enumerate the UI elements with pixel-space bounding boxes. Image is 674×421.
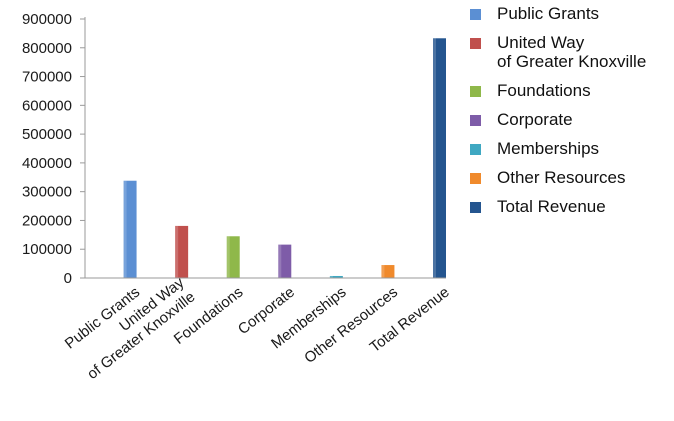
bar (278, 244, 292, 278)
bar-highlight (381, 265, 385, 278)
y-tick-label: 800000 (22, 40, 72, 57)
legend-label: Foundations (497, 81, 591, 100)
legend-item-foundations: Foundations (470, 81, 674, 100)
legend-item-corporate: Corporate (470, 110, 674, 129)
legend-item-total-revenue: Total Revenue (470, 197, 674, 216)
legend-item-public-grants: Public Grants (470, 4, 674, 23)
legend-swatch (470, 9, 481, 20)
bar (433, 38, 446, 278)
x-tick-label: Other Resources (301, 284, 401, 367)
bar-highlight (175, 225, 179, 278)
bar-highlight (329, 275, 333, 278)
y-tick-label: 200000 (22, 212, 72, 229)
legend-swatch (470, 115, 481, 126)
legend-swatch (470, 38, 481, 49)
bar-highlight (226, 236, 230, 278)
y-tick-label: 700000 (22, 69, 72, 86)
y-tick-label: 0 (64, 270, 72, 287)
legend-swatch (470, 144, 481, 155)
legend-label: Public Grants (497, 4, 600, 23)
legend: Public Grants United Way of Greater Knox… (470, 4, 674, 226)
y-tick-label: 900000 (22, 11, 72, 28)
y-tick-label: 400000 (22, 155, 72, 172)
bars (123, 38, 446, 278)
y-tick-label: 300000 (22, 184, 72, 201)
bar-highlight (433, 38, 436, 278)
bar (123, 180, 137, 278)
bar (175, 225, 189, 278)
legend-item-other-resources: Other Resources (470, 168, 674, 187)
y-tick-label: 100000 (22, 241, 72, 258)
legend-label: Memberships (497, 139, 600, 158)
bar (381, 265, 395, 278)
legend-item-united-way: United Way of Greater Knoxville (470, 33, 674, 71)
bar (226, 236, 240, 278)
y-axis: 0 100000 200000 300000 400000 500000 600000 700… (22, 11, 86, 287)
legend-swatch (470, 202, 481, 213)
bar (329, 275, 343, 278)
x-tick-label-line: Other Resources (301, 284, 401, 367)
legend-label: Corporate (497, 110, 573, 129)
legend-label: Other Resources (497, 168, 626, 187)
legend-label: Total Revenue (497, 197, 606, 216)
legend-item-memberships: Memberships (470, 139, 674, 158)
y-tick-label: 600000 (22, 97, 72, 114)
legend-swatch (470, 86, 481, 97)
y-tick-label: 500000 (22, 126, 72, 143)
bar-highlight (278, 244, 282, 278)
legend-swatch (470, 173, 481, 184)
bar-highlight (123, 180, 127, 278)
legend-label: United Way of Greater Knoxville (497, 33, 647, 71)
